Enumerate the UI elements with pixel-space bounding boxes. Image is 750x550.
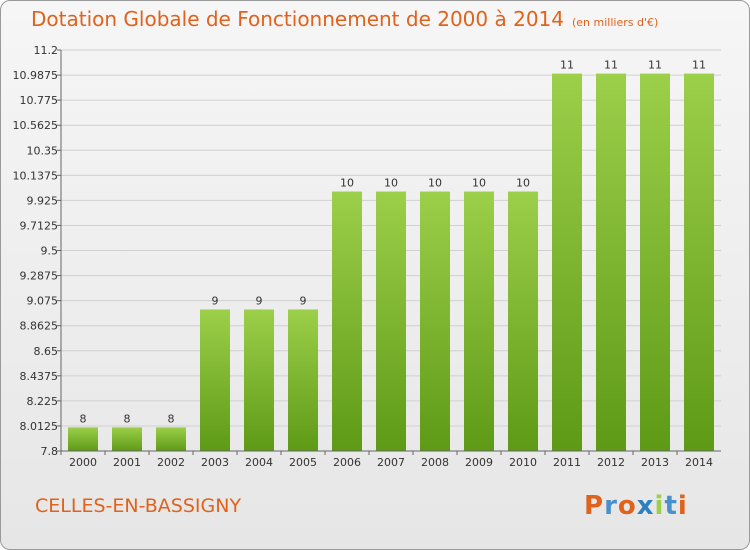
logo-letter: r (604, 491, 618, 521)
bar-value-label: 10 (384, 177, 398, 190)
y-tick-label: 9.075 (27, 295, 59, 308)
logo-letter: t (664, 491, 678, 521)
chart-title-text: Dotation Globale de Fonctionnement de 20… (31, 7, 564, 31)
x-tick-label: 2005 (289, 456, 317, 469)
y-tick-label: 10.1375 (13, 169, 59, 182)
x-tick-label: 2001 (113, 456, 141, 469)
x-tick-label: 2010 (509, 456, 537, 469)
y-tick-label: 9.7125 (20, 219, 59, 232)
y-tick-label: 8.8625 (20, 320, 59, 333)
logo-letter: x (636, 491, 655, 521)
bar (200, 309, 230, 451)
bar (68, 427, 98, 451)
x-tick-label: 2008 (421, 456, 449, 469)
bar-value-label: 10 (428, 177, 442, 190)
bar (332, 191, 362, 451)
bar-value-label: 8 (80, 412, 87, 425)
proxiti-logo: Proxiti (584, 491, 688, 521)
bar-value-label: 11 (648, 59, 662, 72)
bar-value-label: 10 (472, 177, 486, 190)
unit-note: (en milliers d'€) (572, 16, 659, 29)
bar-value-label: 9 (212, 294, 219, 307)
bar (376, 191, 406, 451)
bar (508, 191, 538, 451)
logo-letter: i (677, 491, 688, 521)
x-tick-label: 2000 (69, 456, 97, 469)
bar (156, 427, 186, 451)
bar-value-label: 11 (560, 59, 574, 72)
logo-letter: i (654, 491, 665, 521)
x-tick-label: 2009 (465, 456, 493, 469)
y-tick-label: 10.35 (27, 144, 59, 157)
y-tick-label: 9.5 (41, 245, 59, 258)
bar (684, 73, 714, 452)
y-tick-label: 8.0125 (20, 420, 59, 433)
y-tick-label: 10.775 (20, 94, 59, 107)
bar (420, 191, 450, 451)
y-tick-label: 9.925 (27, 194, 59, 207)
chart-title: Dotation Globale de Fonctionnement de 20… (31, 7, 658, 31)
bar (596, 73, 626, 452)
y-tick-label: 8.225 (27, 395, 59, 408)
y-tick-label: 10.5625 (13, 119, 59, 132)
y-axis: 7.8 8.0125 8.225 8.4375 8.65 8.8625 9.075 9.287… (13, 44, 62, 458)
bar (464, 191, 494, 451)
x-tick-label: 2002 (157, 456, 185, 469)
x-tick-label: 2007 (377, 456, 405, 469)
bar (112, 427, 142, 451)
y-tick-label: 9.2875 (20, 270, 59, 283)
bar-value-label: 10 (340, 177, 354, 190)
bar (552, 73, 582, 452)
y-tick-label: 8.65 (34, 345, 59, 358)
y-tick-label: 8.4375 (20, 370, 59, 383)
x-axis: 2000 2001 2002 2003 2004 2005 2006 2007 2008 2009… (60, 450, 721, 469)
bar-value-label: 8 (124, 412, 131, 425)
bars: 8 8 8 9 9 9 10 10 10 10 10 11 11 11 11 (68, 59, 714, 452)
x-tick-label: 2012 (597, 456, 625, 469)
bar (288, 309, 318, 451)
y-tick-label: 7.8 (41, 445, 59, 458)
y-tick-label: 11.2 (34, 44, 59, 57)
y-tick-label: 10.9875 (13, 69, 59, 82)
x-tick-label: 2014 (685, 456, 713, 469)
bar-value-label: 9 (256, 294, 263, 307)
logo-letter: o (617, 491, 637, 521)
bar-value-label: 10 (516, 177, 530, 190)
x-tick-label: 2013 (641, 456, 669, 469)
bar-value-label: 8 (168, 412, 175, 425)
x-tick-label: 2003 (201, 456, 229, 469)
bar (640, 73, 670, 452)
x-tick-label: 2011 (553, 456, 581, 469)
x-tick-label: 2006 (333, 456, 361, 469)
commune-name: CELLES-EN-BASSIGNY (35, 495, 242, 517)
logo-letter: P (584, 491, 605, 521)
bar-value-label: 11 (692, 59, 706, 72)
bar-value-label: 9 (300, 294, 307, 307)
bar-value-label: 11 (604, 59, 618, 72)
bar (244, 309, 274, 451)
x-tick-label: 2004 (245, 456, 273, 469)
